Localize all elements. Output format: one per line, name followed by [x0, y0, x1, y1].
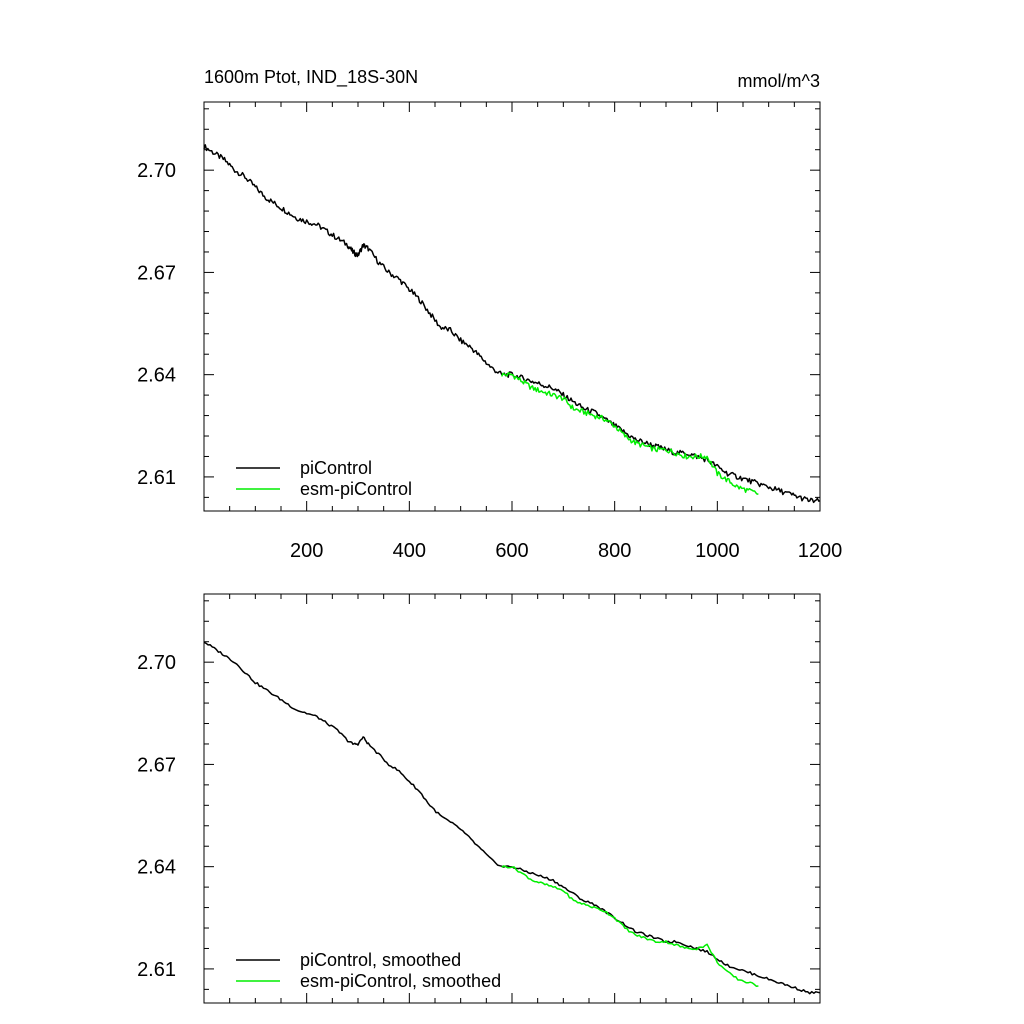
x-tick-label: 1200: [798, 540, 843, 562]
top-panel: 200 400 600 800 1000 1200 2.61 2.64 2.67 2.70 piCo…: [137, 101, 843, 562]
y-tick-label: 2.61: [137, 959, 176, 981]
figure-units: mmol/m^3: [738, 71, 820, 91]
legend-label: piControl, smoothed: [300, 950, 461, 970]
y-tick-label: 2.61: [137, 467, 176, 489]
figure-title: 1600m Ptot, IND_18S-30N: [204, 67, 418, 88]
x-tick-label: 600: [495, 540, 528, 562]
series-line-esm-picontrol: [501, 372, 759, 495]
y-tick-label: 2.64: [137, 365, 176, 387]
legend-label: esm-piControl, smoothed: [300, 971, 501, 991]
y-tick-label: 2.70: [137, 160, 176, 182]
y-tick-label: 2.67: [137, 754, 176, 776]
y-tick-label: 2.64: [137, 857, 176, 879]
series-line-picontrol: [203, 144, 821, 504]
plot-frame: [203, 593, 821, 1004]
y-tick-label: 2.70: [137, 652, 176, 674]
series-line-picontrol: [203, 641, 821, 995]
plot-frame: [203, 101, 821, 512]
x-tick-label: 400: [393, 540, 426, 562]
legend-label: piControl: [300, 458, 372, 478]
legend-label: esm-piControl: [300, 479, 412, 499]
x-tick-label: 800: [598, 540, 631, 562]
series-line-esm-picontrol: [501, 865, 759, 987]
bottom-panel: 2.61 2.64 2.67 2.70 piControl, smoothedesm-p…: [137, 593, 821, 1004]
x-tick-label: 200: [290, 540, 323, 562]
y-tick-label: 2.67: [137, 262, 176, 284]
x-tick-label: 1000: [695, 540, 740, 562]
